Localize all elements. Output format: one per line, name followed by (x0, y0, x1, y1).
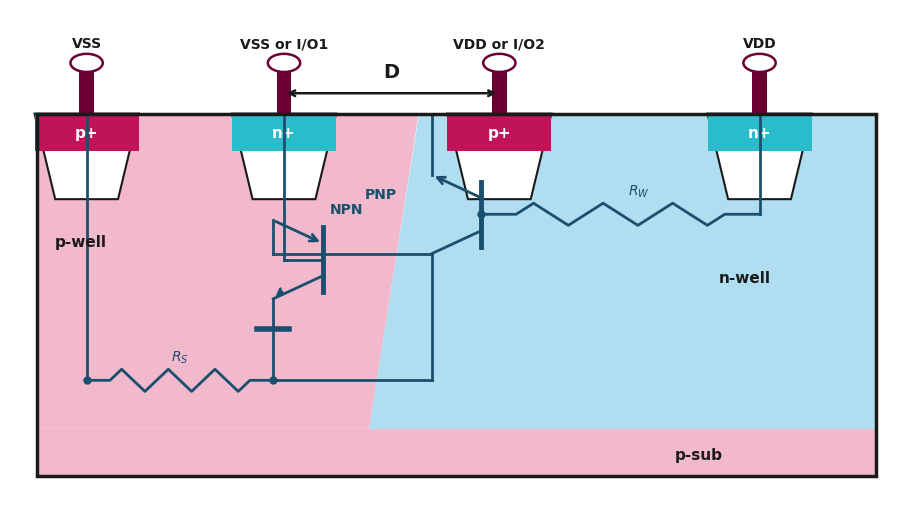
Circle shape (743, 55, 776, 73)
Text: VSS: VSS (72, 37, 102, 51)
Text: $R_W$: $R_W$ (627, 183, 649, 200)
Text: D: D (383, 63, 400, 81)
Text: p+: p+ (488, 126, 511, 141)
Bar (79, 69, 94, 115)
Text: n+: n+ (272, 126, 296, 141)
Text: p-sub: p-sub (674, 447, 723, 462)
Polygon shape (369, 115, 877, 429)
Text: VDD: VDD (742, 37, 777, 51)
Polygon shape (447, 115, 552, 200)
Polygon shape (707, 115, 812, 200)
Text: VSS or I/O1: VSS or I/O1 (240, 37, 328, 51)
Bar (232, 115, 336, 152)
Text: $R_S$: $R_S$ (171, 349, 189, 366)
Polygon shape (34, 115, 139, 200)
Text: n-well: n-well (719, 270, 771, 285)
Polygon shape (232, 115, 336, 200)
Text: PNP: PNP (364, 188, 397, 201)
Bar (707, 115, 812, 152)
Circle shape (268, 55, 301, 73)
Text: VDD or I/O2: VDD or I/O2 (454, 37, 545, 51)
Text: NPN: NPN (329, 203, 364, 217)
Bar (752, 69, 767, 115)
Bar (277, 69, 292, 115)
Circle shape (483, 55, 516, 73)
Bar (37, 429, 877, 476)
Bar (447, 115, 552, 152)
Text: n+: n+ (748, 126, 771, 141)
Text: p+: p+ (75, 126, 98, 141)
Bar (34, 115, 139, 152)
Bar (492, 69, 507, 115)
Circle shape (70, 55, 103, 73)
Polygon shape (37, 115, 418, 429)
Text: p-well: p-well (55, 235, 107, 250)
